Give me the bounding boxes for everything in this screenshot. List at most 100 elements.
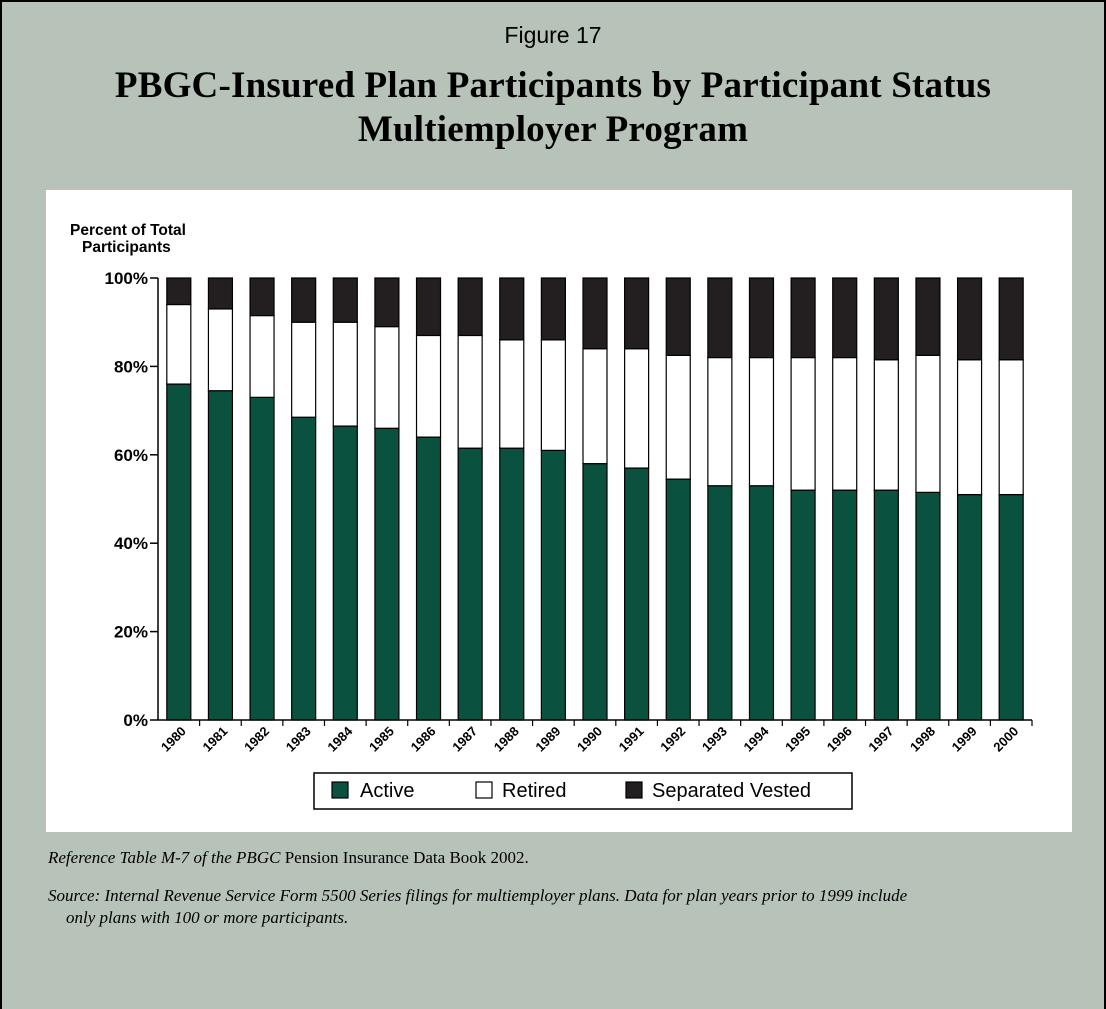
bar-separated-vested-1986 [415, 277, 442, 337]
bar-separated-vested-1994 [748, 277, 775, 359]
bar-retired-1992 [665, 354, 691, 480]
x-tick-label: 1989 [532, 724, 563, 755]
bar-active-1995 [790, 489, 816, 721]
legend-swatch-active [331, 781, 349, 799]
bar-retired-1985 [374, 326, 400, 429]
x-tick-label: 1987 [449, 724, 480, 755]
x-tick-label: 1983 [283, 724, 314, 755]
figure-title-line-1: PBGC-Insured Plan Participants by Partic… [114, 65, 992, 106]
bar-retired-1997 [873, 359, 899, 491]
bar-active-1984 [332, 425, 358, 721]
bar-retired-1980 [166, 303, 192, 385]
bar-separated-vested-1998 [915, 277, 941, 356]
x-tick-label: 1986 [408, 724, 439, 755]
x-tick-label: 1996 [824, 724, 855, 755]
bar-separated-vested-1987 [457, 277, 483, 337]
bar-retired-1993 [707, 356, 733, 487]
source-note-line-2: only plans with 100 or more participants… [66, 908, 349, 927]
reference-note-italic: Reference Table M-7 of the PBGC [48, 848, 281, 867]
bar-active-1994 [748, 485, 775, 721]
bar-active-2000 [998, 493, 1024, 721]
x-tick-label: 1991 [616, 724, 647, 755]
bar-retired-1987 [457, 334, 483, 449]
bar-active-1985 [374, 427, 400, 721]
x-tick-label: 1982 [241, 724, 272, 755]
bar-separated-vested-1982 [249, 277, 275, 317]
bar-retired-2000 [998, 359, 1024, 496]
bar-separated-vested-1996 [832, 277, 858, 359]
bar-active-1989 [540, 449, 566, 721]
bar-retired-1981 [207, 308, 234, 392]
y-axis-label-line-2: Participants [82, 239, 171, 256]
reference-note: Reference Table M-7 of the PBGC Pension … [48, 848, 529, 868]
bar-retired-1986 [415, 334, 442, 438]
bar-separated-vested-1988 [499, 277, 525, 341]
stacked-bar-chart: Percent of Total Participants 0% 20% 40% 60… [70, 222, 1033, 810]
bar-retired-1994 [748, 356, 775, 487]
bar-series-group [166, 277, 1024, 721]
x-tick-label: 1984 [324, 723, 356, 755]
bar-separated-vested-1992 [665, 277, 691, 356]
x-tick-label: 1993 [699, 724, 730, 755]
x-tick-label: 1990 [574, 724, 605, 755]
bar-active-1990 [582, 463, 608, 721]
x-tick-label: 1994 [741, 723, 773, 755]
legend-swatch-retired [475, 781, 493, 799]
bar-retired-1998 [915, 354, 941, 493]
reference-note-title: Pension Insurance Data Book 2002. [284, 848, 529, 867]
bar-active-1991 [624, 467, 650, 721]
legend-swatch-separated-vested [625, 781, 643, 799]
bar-active-1999 [956, 493, 983, 721]
x-tick-label: 1992 [657, 724, 688, 755]
bar-separated-vested-1993 [707, 277, 733, 359]
legend-label-active: Active [360, 780, 414, 802]
legend-label-separated-vested: Separated Vested [652, 780, 811, 802]
bar-active-1980 [166, 383, 192, 721]
bar-retired-1982 [249, 314, 275, 398]
y-axis: 0% 20% 40% 60% 80% 100% [105, 269, 159, 730]
bar-active-1983 [291, 416, 317, 721]
bar-retired-1983 [291, 321, 317, 418]
x-tick-label: 1980 [158, 724, 189, 755]
bar-retired-1984 [332, 321, 358, 427]
x-tick-label: 1997 [865, 724, 896, 755]
bar-separated-vested-1990 [582, 277, 608, 350]
bar-active-1982 [249, 396, 275, 721]
bar-separated-vested-1981 [207, 277, 234, 310]
x-tick-label: 1985 [366, 724, 397, 755]
bar-separated-vested-1995 [790, 277, 816, 359]
bar-retired-1988 [499, 339, 525, 449]
bar-separated-vested-2000 [998, 277, 1024, 361]
bar-active-1992 [665, 478, 691, 721]
bar-active-1981 [207, 390, 234, 721]
bar-separated-vested-1980 [166, 277, 192, 306]
legend: Active Retired Separated Vested [313, 772, 853, 810]
bar-active-1996 [832, 489, 858, 721]
bar-active-1997 [873, 489, 899, 721]
x-tick-label: 1995 [782, 724, 813, 755]
x-tick-label: 1999 [949, 724, 980, 755]
y-axis-label-line-1: Percent of Total [70, 222, 186, 239]
bar-active-1993 [707, 485, 733, 721]
figure-label: Figure 17 [504, 22, 602, 48]
figure-title-line-2: Multiemployer Program [357, 109, 749, 150]
x-tick-label: 1981 [199, 724, 230, 755]
bar-separated-vested-1991 [624, 277, 650, 350]
bar-retired-1995 [790, 356, 816, 491]
bar-separated-vested-1989 [540, 277, 566, 341]
bar-active-1986 [415, 436, 442, 721]
bar-separated-vested-1984 [332, 277, 358, 323]
y-tick-label: 0% [123, 711, 148, 730]
legend-box [313, 772, 853, 810]
bar-separated-vested-1999 [956, 277, 983, 361]
bar-active-1988 [499, 447, 525, 721]
bar-active-1998 [915, 491, 941, 721]
x-axis: 1980 1981 1982 1983 1984 1985 1986 1987 1988 1989… [158, 719, 1033, 755]
source-note-line-1: Source: Internal Revenue Service Form 55… [48, 886, 908, 905]
bar-retired-1991 [624, 348, 650, 469]
y-tick-label: 100% [105, 269, 148, 288]
bar-separated-vested-1997 [873, 277, 899, 361]
legend-label-retired: Retired [502, 780, 566, 802]
x-tick-label: 1988 [491, 724, 522, 755]
bar-separated-vested-1985 [374, 277, 400, 328]
